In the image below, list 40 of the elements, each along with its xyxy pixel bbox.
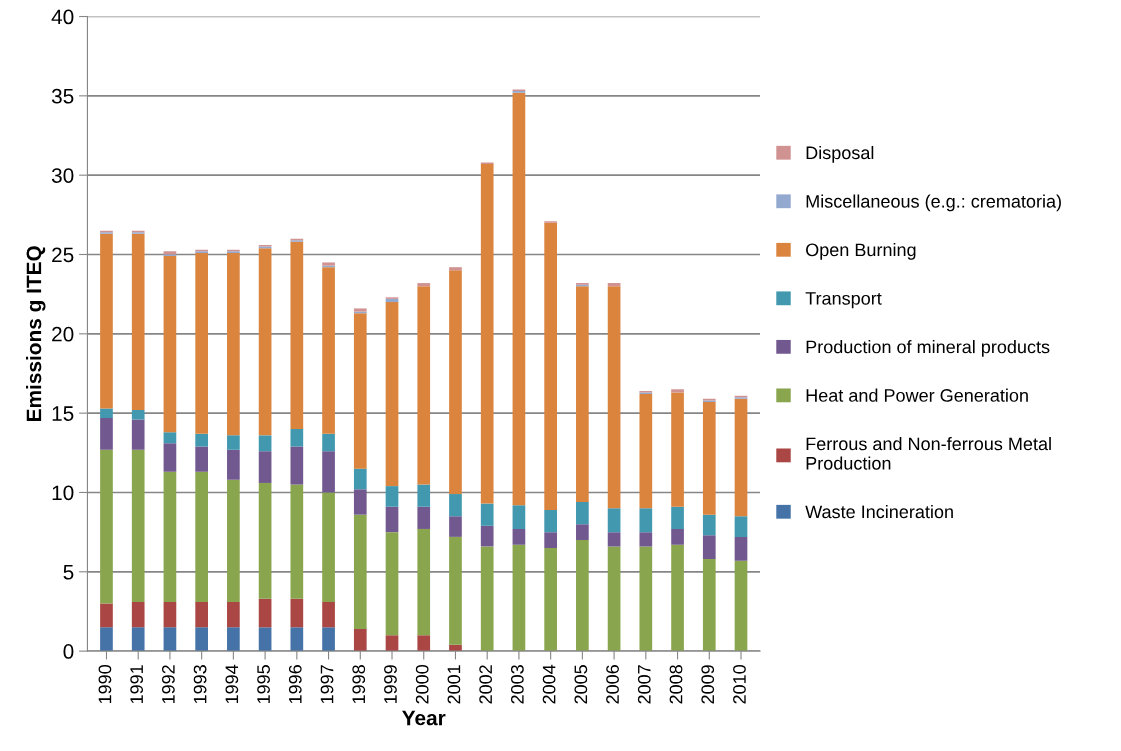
- y-tick-label: 5: [63, 565, 74, 580]
- legend-label: Transport: [805, 292, 882, 309]
- y-tick-label: 15: [52, 406, 74, 421]
- legend-label: Open Burning: [806, 242, 916, 260]
- x-tick-label: 2008: [669, 665, 683, 704]
- y-tick-label: 30: [51, 168, 74, 183]
- x-axis-title: Year: [402, 710, 446, 726]
- x-tick-label: 1995: [257, 665, 270, 704]
- y-tick-label: 10: [52, 485, 74, 501]
- legend-label: Disposal: [806, 145, 874, 163]
- x-tick-label: 2010: [733, 665, 746, 704]
- legend-label: Waste Incineration: [805, 504, 953, 519]
- y-tick-label: 25: [52, 247, 74, 263]
- x-tick-label: 1998: [352, 665, 366, 704]
- x-tick-label: 2002: [479, 665, 493, 704]
- x-tick-label: 1999: [384, 665, 397, 704]
- y-axis-title: Emissions g ITEQ: [26, 246, 46, 421]
- y-tick-label: 0: [63, 644, 74, 659]
- y-tick-label: 35: [51, 88, 74, 104]
- x-tick-label: 2005: [574, 665, 588, 704]
- x-tick-label: 2001: [447, 665, 461, 704]
- x-tick-label: 1990: [98, 665, 112, 704]
- x-tick-label: 1992: [161, 665, 175, 704]
- legend-label: Production of mineral products: [806, 340, 1050, 357]
- x-tick-label: 2003: [510, 665, 524, 704]
- y-tick-label: 20: [52, 326, 74, 342]
- x-tick-label: 2009: [701, 665, 715, 704]
- x-tick-label: 2004: [542, 664, 556, 704]
- x-tick-label: 1997: [320, 665, 334, 704]
- x-tick-label: 1993: [193, 665, 207, 704]
- legend-label: Ferrous and Non-ferrous Metal Production: [806, 436, 1051, 470]
- y-tick-label: 40: [51, 9, 74, 25]
- x-tick-label: 1991: [130, 665, 144, 704]
- x-tick-label: 1994: [225, 664, 239, 704]
- x-tick-label: 1996: [288, 665, 302, 704]
- x-tick-label: 2000: [415, 665, 429, 704]
- legend-label: Miscellaneous (e.g.: crematoria): [806, 194, 1061, 212]
- legend-label: Heat and Power Generation: [806, 388, 1028, 402]
- x-tick-label: 2006: [606, 665, 619, 704]
- x-tick-label: 2007: [637, 665, 651, 704]
